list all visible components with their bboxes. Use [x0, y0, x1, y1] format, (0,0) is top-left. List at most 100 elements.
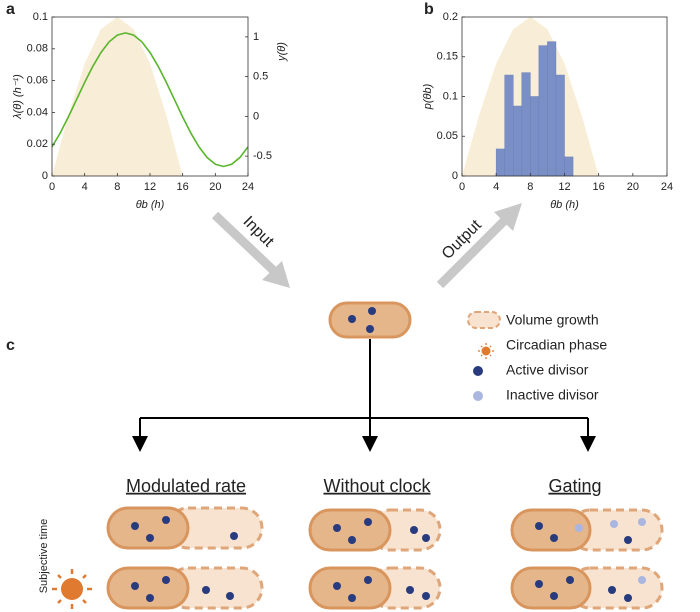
cell — [106, 506, 190, 550]
divisor — [422, 592, 430, 600]
bar — [495, 148, 505, 177]
x-tick-label: 4 — [82, 181, 88, 193]
y-tick-label: 0.1 — [33, 11, 48, 23]
y-tick-label: 0.04 — [27, 106, 48, 118]
y-tick-label: 0.1 — [443, 90, 458, 102]
divisor — [422, 534, 430, 542]
x-tick-label: 16 — [593, 181, 605, 193]
divisor — [230, 532, 238, 540]
tree — [132, 339, 596, 452]
cell — [510, 508, 592, 552]
output-arrow: Output — [436, 203, 522, 289]
x-tick-label: 20 — [209, 181, 221, 193]
x-tick-label: 12 — [144, 181, 156, 193]
sun-icon — [52, 569, 92, 609]
x-tick-label: 8 — [527, 181, 533, 193]
line — [51, 32, 249, 168]
y2-axis-label: y(θ) — [276, 42, 288, 62]
y-tick-label: 0.05 — [437, 130, 458, 142]
bar — [504, 74, 514, 177]
cell — [510, 566, 592, 610]
divisor — [202, 586, 210, 594]
divisor — [566, 576, 574, 584]
divisor — [333, 582, 341, 590]
x-tick-label: 8 — [114, 181, 120, 193]
x-tick-label: 16 — [177, 181, 189, 193]
divisor — [131, 582, 139, 590]
legend-label: Circadian phase — [506, 337, 607, 353]
y2-tick-label: 0.5 — [253, 71, 268, 83]
heading: Modulated rate — [126, 476, 246, 496]
y-axis-label: λ(θ) (h⁻¹) — [12, 74, 24, 120]
divisor — [333, 524, 341, 532]
divisor — [226, 592, 234, 600]
divisor — [608, 586, 616, 594]
y-tick-label: 0.08 — [27, 43, 48, 55]
bar — [513, 105, 523, 177]
row-axis-label: Subjective time — [38, 519, 50, 594]
heading: Without clock — [323, 476, 431, 496]
divisor — [162, 576, 170, 584]
legend-label: Volume growth — [506, 312, 599, 328]
daughter-cells — [106, 506, 664, 610]
divisor — [131, 522, 139, 530]
bar — [555, 74, 565, 177]
bar — [521, 72, 531, 177]
divisor — [535, 580, 543, 588]
legend: Volume growth Circadian phase Active div… — [465, 311, 607, 403]
divisor — [610, 520, 618, 528]
divisor — [624, 594, 632, 602]
divisor — [575, 524, 583, 532]
panel-label: b — [424, 1, 434, 18]
y-tick-label: 0 — [452, 170, 458, 182]
divisor — [162, 516, 170, 524]
heading: Gating — [548, 476, 601, 496]
x-tick-label: 24 — [242, 181, 254, 193]
divisor — [550, 534, 558, 542]
divisor — [364, 576, 372, 584]
divisor — [364, 518, 372, 526]
x-tick-label: 0 — [49, 181, 55, 193]
cell — [308, 508, 392, 552]
y2-tick-label: 1 — [253, 31, 259, 43]
bar — [547, 41, 557, 177]
panel-label: c — [6, 337, 15, 354]
y-tick-label: 0.2 — [443, 11, 458, 23]
arrow-label: Output — [439, 216, 485, 262]
divisor — [550, 592, 558, 600]
x-axis-label: θb (h) — [550, 199, 579, 211]
x-tick-label: 0 — [459, 181, 465, 193]
panel-label: a — [6, 1, 15, 18]
y-axis-label: p(θb) — [422, 83, 434, 110]
x-tick-label: 12 — [558, 181, 570, 193]
moon-icon — [67, 506, 98, 545]
shaded-area — [52, 17, 183, 176]
mother-cell — [328, 301, 412, 339]
y2-tick-label: 0 — [253, 110, 259, 122]
legend-label: Inactive divisor — [506, 387, 599, 403]
x-tick-label: 4 — [493, 181, 499, 193]
divisor — [406, 586, 414, 594]
divisor — [638, 518, 646, 526]
divisor — [410, 526, 418, 534]
y-tick-label: 0 — [42, 170, 48, 182]
bar — [538, 45, 548, 177]
divisor — [348, 594, 356, 602]
input-arrow: Input — [211, 211, 290, 288]
x-axis-label: θb (h) — [136, 199, 165, 211]
divisor — [146, 534, 154, 542]
x-tick-label: 24 — [661, 181, 673, 193]
divisor — [638, 576, 646, 584]
y-tick-label: 0.15 — [437, 51, 458, 63]
x-tick-label: 20 — [627, 181, 639, 193]
cell — [308, 566, 392, 610]
y-tick-label: 0.06 — [27, 75, 48, 87]
bar — [530, 96, 540, 177]
cell — [106, 566, 190, 610]
y2-tick-label: -0.5 — [253, 150, 272, 162]
divisor — [535, 522, 543, 530]
divisor — [348, 536, 356, 544]
legend-label: Active divisor — [506, 362, 589, 378]
bar — [564, 156, 574, 177]
